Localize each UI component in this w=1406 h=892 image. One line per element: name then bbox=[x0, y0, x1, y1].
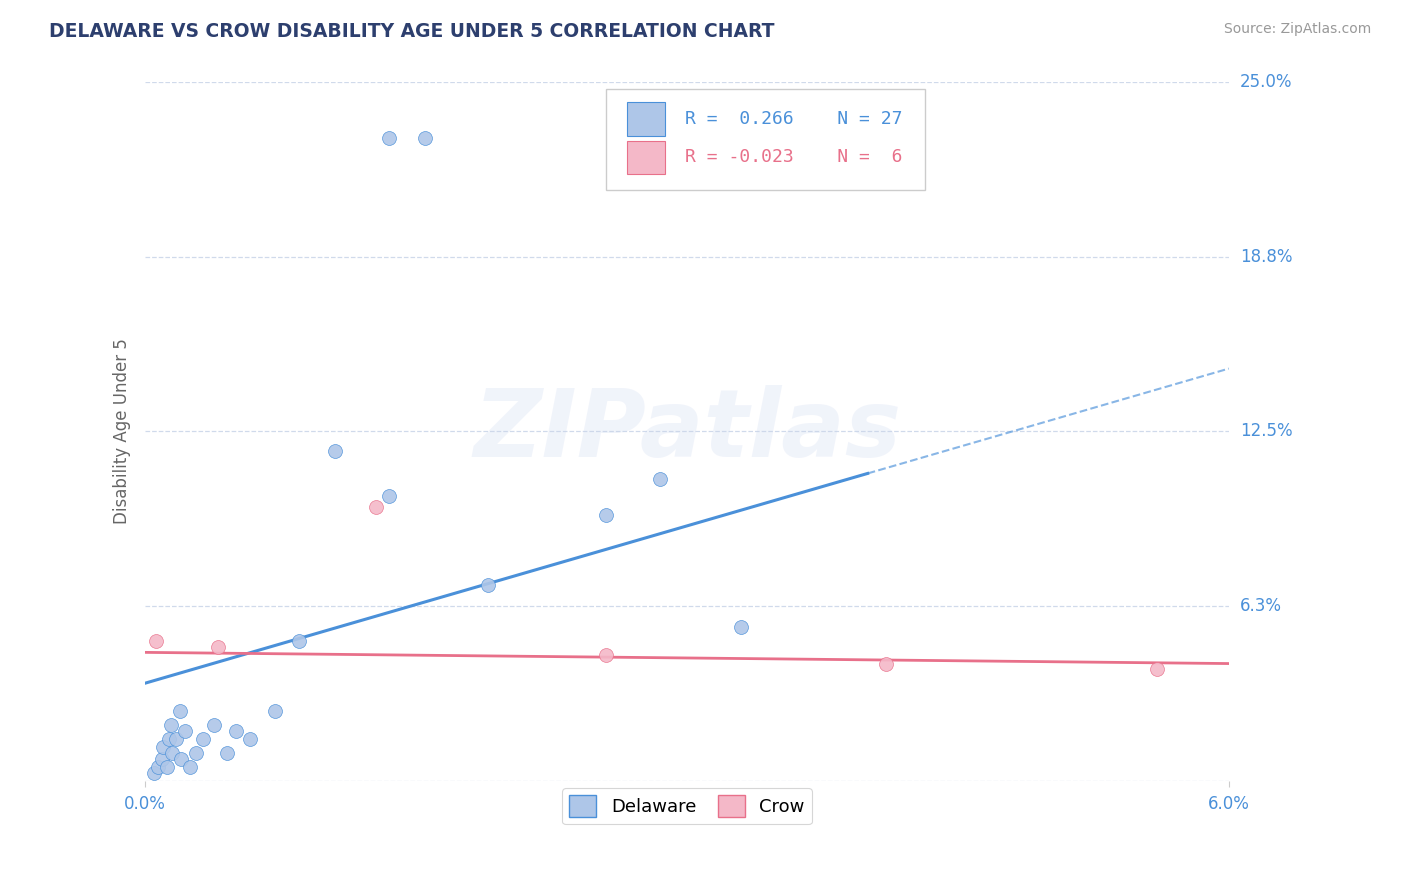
Point bbox=[595, 648, 617, 662]
Text: 18.8%: 18.8% bbox=[1240, 248, 1292, 266]
Point bbox=[239, 732, 262, 747]
Point bbox=[184, 746, 207, 760]
Point bbox=[143, 765, 166, 780]
Text: Source: ZipAtlas.com: Source: ZipAtlas.com bbox=[1223, 22, 1371, 37]
Text: 12.5%: 12.5% bbox=[1240, 423, 1292, 441]
Point bbox=[174, 723, 197, 738]
Point bbox=[159, 718, 181, 732]
Point bbox=[207, 640, 229, 654]
Point bbox=[179, 760, 201, 774]
Point bbox=[191, 732, 214, 747]
Point bbox=[146, 760, 169, 774]
Legend: Delaware, Crow: Delaware, Crow bbox=[562, 788, 813, 824]
Point bbox=[170, 751, 193, 765]
Point bbox=[202, 718, 225, 732]
Y-axis label: Disability Age Under 5: Disability Age Under 5 bbox=[114, 339, 131, 524]
Text: R = -0.023    N =  6: R = -0.023 N = 6 bbox=[685, 148, 903, 167]
Point bbox=[1146, 662, 1168, 676]
Point bbox=[366, 500, 388, 514]
Point bbox=[264, 704, 287, 718]
Point bbox=[145, 634, 167, 648]
Point bbox=[323, 444, 346, 458]
Text: R =  0.266    N = 27: R = 0.266 N = 27 bbox=[685, 110, 903, 128]
Point bbox=[150, 751, 173, 765]
Point bbox=[413, 131, 436, 145]
Point bbox=[162, 746, 184, 760]
Point bbox=[157, 732, 180, 747]
FancyBboxPatch shape bbox=[627, 103, 665, 136]
Point bbox=[152, 740, 174, 755]
Point bbox=[875, 657, 897, 671]
Point bbox=[378, 131, 401, 145]
FancyBboxPatch shape bbox=[627, 141, 665, 174]
FancyBboxPatch shape bbox=[606, 89, 925, 190]
Text: 6.3%: 6.3% bbox=[1240, 598, 1282, 615]
Text: 25.0%: 25.0% bbox=[1240, 73, 1292, 91]
Point bbox=[225, 723, 247, 738]
Point bbox=[215, 746, 238, 760]
Point bbox=[648, 472, 671, 486]
Point bbox=[156, 760, 179, 774]
Point bbox=[288, 634, 311, 648]
Text: DELAWARE VS CROW DISABILITY AGE UNDER 5 CORRELATION CHART: DELAWARE VS CROW DISABILITY AGE UNDER 5 … bbox=[49, 22, 775, 41]
Point bbox=[477, 578, 499, 592]
Point bbox=[165, 732, 187, 747]
Text: ZIPatlas: ZIPatlas bbox=[472, 385, 901, 477]
Point bbox=[730, 620, 752, 634]
Point bbox=[595, 508, 617, 523]
Point bbox=[378, 489, 401, 503]
Point bbox=[169, 704, 191, 718]
